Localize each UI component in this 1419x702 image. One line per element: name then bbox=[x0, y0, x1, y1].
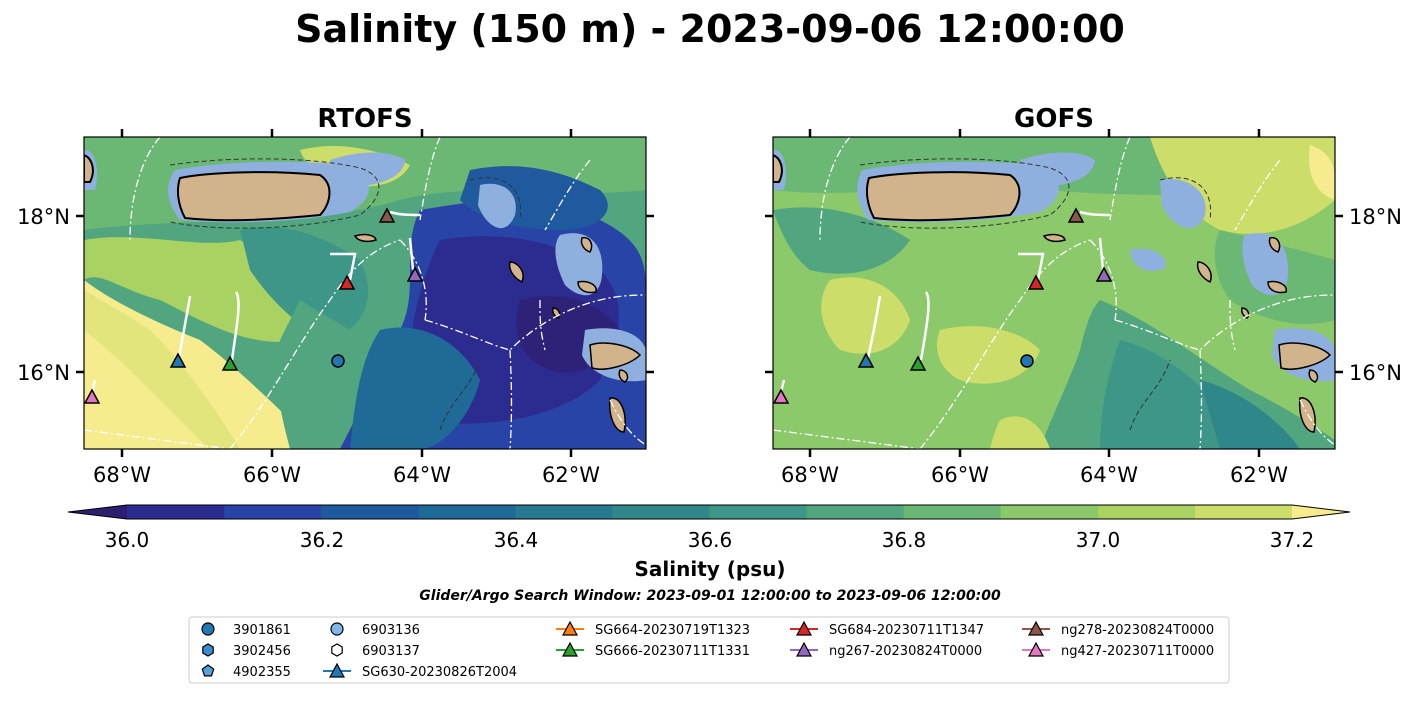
legend-label: SG664-20230719T1323 bbox=[595, 623, 750, 638]
lon-tick-label: 66°W bbox=[243, 463, 301, 487]
lon-tick-label: 66°W bbox=[931, 463, 989, 487]
legend-marker bbox=[561, 620, 579, 636]
gofs-lat-labels: 18°N 16°N bbox=[1349, 205, 1402, 385]
colorbar-segment bbox=[1000, 505, 1099, 519]
lat-tick-label: 18°N bbox=[17, 205, 70, 229]
legend-marker bbox=[202, 643, 214, 657]
colorbar-segment bbox=[418, 505, 516, 519]
ng427-marker bbox=[84, 388, 101, 404]
legend-marker bbox=[201, 622, 215, 636]
ng267-marker bbox=[406, 266, 424, 282]
sg684-marker bbox=[338, 274, 356, 290]
lon-tick-label: 68°W bbox=[93, 463, 151, 487]
colorbar-extend-high bbox=[1292, 505, 1350, 519]
legend-label: SG684-20230711T1347 bbox=[829, 623, 984, 638]
colorbar-segment bbox=[1097, 505, 1196, 519]
colorbar-segment bbox=[903, 505, 1002, 519]
legend-marker bbox=[330, 622, 344, 636]
gofs-ticks bbox=[765, 129, 1343, 457]
sg666-marker bbox=[221, 355, 239, 371]
argo-3901861-marker bbox=[1020, 354, 1034, 368]
sg630-marker bbox=[857, 352, 875, 368]
colorbar-segment bbox=[515, 505, 613, 519]
argo-3901861-marker bbox=[331, 354, 345, 368]
legend-label: SG666-20230711T1331 bbox=[595, 644, 750, 659]
colorbar-segment bbox=[612, 505, 710, 519]
colorbar-outline bbox=[67, 504, 1351, 520]
ng278-marker bbox=[1067, 207, 1085, 223]
legend-label: ng278-20230824T0000 bbox=[1061, 623, 1214, 638]
gofs-frame bbox=[772, 136, 1336, 450]
colorbar-tick: 36.0 bbox=[105, 528, 150, 552]
lat-tick-label: 16°N bbox=[1349, 361, 1402, 385]
lon-tick-label: 64°W bbox=[393, 463, 451, 487]
lon-tick-label: 62°W bbox=[1230, 463, 1288, 487]
colorbar-tick: 36.2 bbox=[300, 528, 345, 552]
colorbar-segment bbox=[127, 505, 225, 519]
legend-label: 4902355 bbox=[233, 665, 291, 680]
lon-tick-label: 68°W bbox=[781, 463, 839, 487]
lat-tick-label: 16°N bbox=[17, 361, 70, 385]
rtofs-lat-labels: 18°N 16°N bbox=[17, 205, 70, 385]
colorbar-tick: 37.2 bbox=[1270, 528, 1315, 552]
ng267-marker bbox=[1095, 266, 1113, 282]
legend-marker bbox=[561, 641, 579, 657]
legend-label: 3901861 bbox=[233, 623, 291, 638]
lat-tick-label: 18°N bbox=[1349, 205, 1402, 229]
colorbar-tick: 36.8 bbox=[882, 528, 927, 552]
colorbar-label: Salinity (psu) bbox=[634, 557, 785, 581]
legend-marker bbox=[795, 620, 813, 636]
colorbar-segment bbox=[709, 505, 808, 519]
legend-marker bbox=[1027, 641, 1045, 657]
rtofs-frame bbox=[83, 136, 647, 450]
legend-label: 6903137 bbox=[362, 644, 420, 659]
legend-label: ng267-20230824T0000 bbox=[829, 644, 982, 659]
colorbar-tick: 37.0 bbox=[1076, 528, 1121, 552]
colorbar-segment bbox=[1194, 505, 1293, 519]
colorbar-tick-labels: 36.0 36.2 36.4 36.6 36.8 37.0 37.2 bbox=[105, 528, 1315, 552]
legend-marker bbox=[201, 664, 215, 677]
legend-box bbox=[188, 616, 1230, 684]
rtofs-ticks bbox=[76, 129, 654, 457]
gofs-lon-labels: 68°W 66°W 64°W 62°W bbox=[781, 463, 1288, 487]
sg684-marker bbox=[1027, 274, 1045, 290]
legend-marker bbox=[328, 662, 346, 678]
search-window-text: Glider/Argo Search Window: 2023-09-01 12… bbox=[419, 588, 1001, 604]
colorbar-extend-low bbox=[68, 505, 127, 519]
colorbar-segment bbox=[321, 505, 419, 519]
colorbar-segment bbox=[806, 505, 905, 519]
colorbar-segment bbox=[224, 505, 322, 519]
ng427-marker bbox=[773, 388, 790, 404]
rtofs-map bbox=[84, 137, 646, 449]
lon-tick-label: 64°W bbox=[1080, 463, 1138, 487]
colorbar bbox=[67, 504, 1351, 520]
legend: 3901861 3902456 4902355 6903136 6903137 SG630… bbox=[201, 620, 1214, 680]
colorbar-tick: 36.4 bbox=[494, 528, 539, 552]
legend-label: 3902456 bbox=[233, 644, 291, 659]
ng278-marker bbox=[378, 207, 396, 223]
gofs-map bbox=[773, 137, 1335, 449]
panel-title-gofs: GOFS bbox=[1014, 104, 1094, 134]
legend-marker bbox=[331, 643, 343, 657]
rtofs-lon-labels: 68°W 66°W 64°W 62°W bbox=[93, 463, 600, 487]
sg666-marker bbox=[909, 355, 927, 371]
legend-marker bbox=[1027, 620, 1045, 636]
sg630-marker bbox=[169, 352, 187, 368]
legend-label: SG630-20230826T2004 bbox=[362, 665, 517, 680]
legend-label: 6903136 bbox=[362, 623, 420, 638]
panel-title-rtofs: RTOFS bbox=[317, 104, 412, 134]
legend-marker bbox=[795, 641, 813, 657]
figure-title: Salinity (150 m) - 2023-09-06 12:00:00 bbox=[295, 7, 1125, 51]
lon-tick-label: 62°W bbox=[542, 463, 600, 487]
colorbar-tick: 36.6 bbox=[688, 528, 733, 552]
legend-label: ng427-20230711T0000 bbox=[1061, 644, 1214, 659]
